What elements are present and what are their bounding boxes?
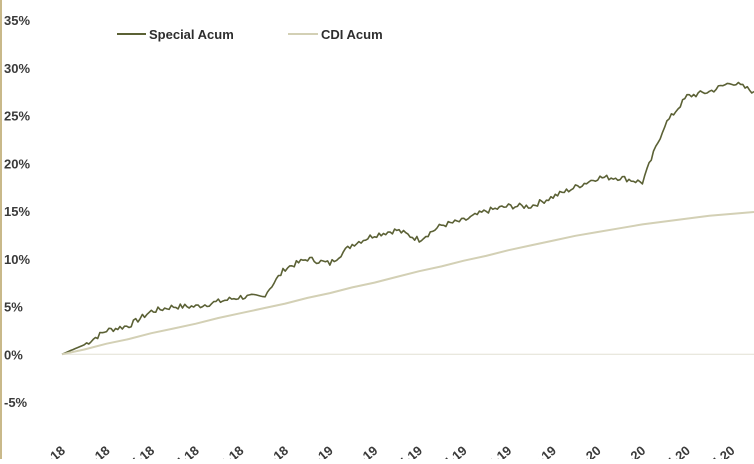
series-line-cdi-acum [61,211,754,356]
y-tick-label: 30% [4,61,30,76]
legend: Special Acum CDI Acum [117,27,383,42]
legend-label: Special Acum [149,27,234,42]
y-axis-ticks: 35% 30% 25% 20% 15% 10% 5% 0% -5% [4,13,30,410]
series-group [61,81,754,356]
legend-label: CDI Acum [321,27,383,42]
y-tick-label: 15% [4,204,30,219]
y-tick-label: -5% [4,395,28,410]
y-tick-label: 25% [4,109,30,124]
y-tick-label: 5% [4,300,23,315]
y-tick-label: 10% [4,252,30,267]
y-tick-label: 20% [4,156,30,171]
y-tick-label: 35% [4,13,30,28]
y-tick-label: 0% [4,347,23,362]
series-line-special-acum [61,81,754,356]
